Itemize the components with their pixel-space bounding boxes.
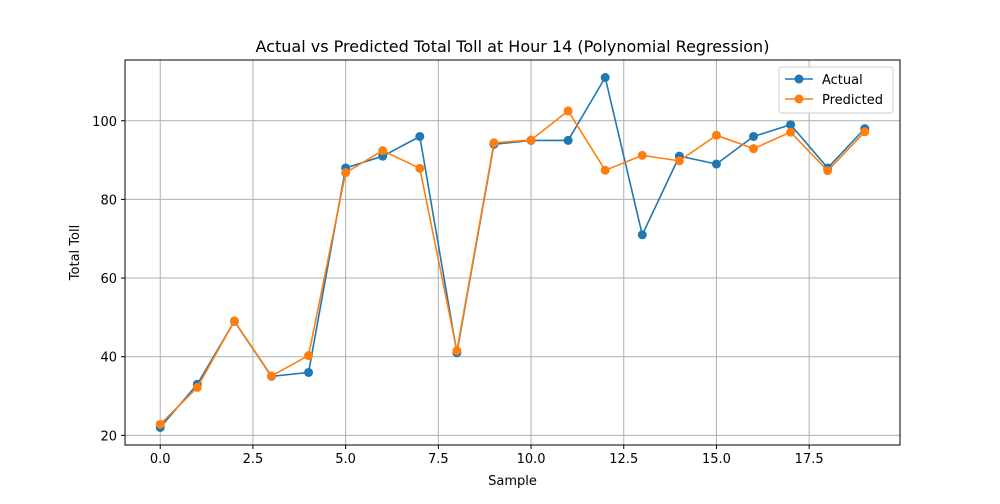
x-tick-label: 15.0: [702, 452, 731, 467]
data-point-predicted: [674, 156, 684, 166]
data-point-predicted: [860, 127, 870, 137]
data-point-predicted: [452, 346, 462, 356]
data-point-predicted: [786, 127, 796, 137]
x-axis-label: Sample: [488, 474, 537, 489]
data-point-actual: [563, 135, 573, 145]
data-point-actual: [749, 131, 759, 141]
x-tick-label: 12.5: [609, 452, 638, 467]
legend-marker-actual: [794, 74, 804, 84]
data-point-predicted: [526, 135, 536, 145]
data-point-predicted: [637, 150, 647, 160]
plot-frame: [124, 59, 901, 446]
x-tick-label: 2.5: [243, 452, 264, 467]
data-point-actual: [600, 73, 610, 82]
data-point-actual: [637, 230, 647, 240]
x-tick-label: 5.0: [335, 452, 356, 467]
data-point-predicted: [192, 382, 202, 392]
data-point-predicted: [563, 106, 573, 116]
data-point-predicted: [304, 351, 314, 361]
y-tick-label: 80: [100, 193, 117, 208]
x-tick-label: 0.0: [150, 452, 171, 467]
data-point-actual: [415, 131, 425, 141]
x-tick-label: 7.5: [428, 452, 449, 467]
series-layer: [155, 73, 870, 432]
data-point-predicted: [711, 130, 721, 140]
data-point-predicted: [266, 371, 276, 381]
x-tick-label: 10.0: [517, 452, 546, 467]
y-axis-label: Total Toll: [68, 225, 83, 281]
y-tick-label: 100: [92, 115, 117, 130]
data-point-actual: [711, 159, 721, 169]
data-point-predicted: [229, 316, 239, 326]
legend-marker-predicted: [794, 94, 804, 104]
legend-label-predicted: Predicted: [822, 93, 883, 108]
legend: Actual Predicted: [778, 66, 894, 114]
data-point-actual: [786, 120, 796, 130]
data-point-predicted: [749, 144, 759, 154]
data-point-predicted: [378, 146, 388, 156]
data-point-predicted: [415, 163, 425, 173]
y-tick-label: 40: [100, 351, 117, 366]
axis-ticks: 0.0 2.5 5.0 7.5 10.0 12.5 15.0 17.5 20 40 60 80 100: [92, 115, 823, 467]
data-point-predicted: [341, 168, 351, 178]
y-tick-label: 20: [100, 429, 117, 444]
series-line-actual: [159, 76, 866, 429]
data-point-predicted: [823, 166, 833, 176]
series-line-predicted: [159, 110, 866, 425]
data-point-predicted: [600, 165, 610, 175]
data-point-predicted: [155, 419, 165, 429]
grid: [125, 60, 900, 445]
x-tick-label: 17.5: [795, 452, 824, 467]
y-tick-label: 60: [100, 272, 117, 287]
data-point-actual: [304, 367, 314, 377]
data-point-predicted: [489, 138, 499, 148]
chart-title: Actual vs Predicted Total Toll at Hour 1…: [256, 37, 770, 56]
legend-label-actual: Actual: [822, 73, 863, 88]
